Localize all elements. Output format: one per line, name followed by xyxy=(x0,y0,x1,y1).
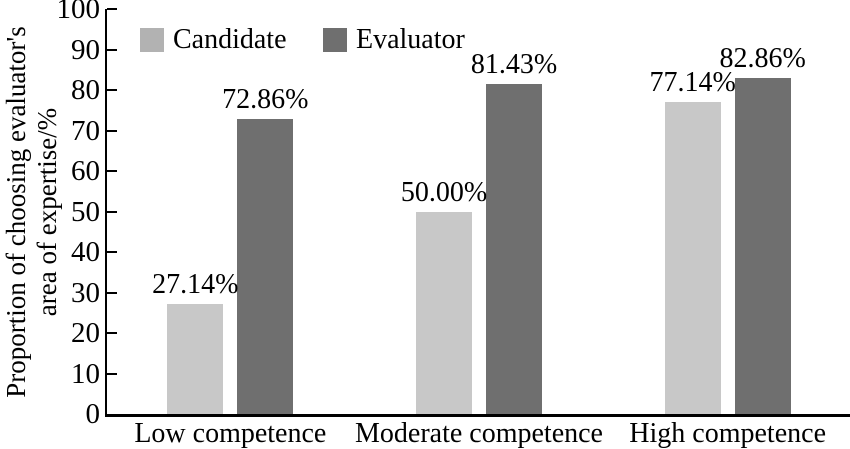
legend-item-evaluator: Evaluator xyxy=(323,24,465,55)
evaluator-legend-label: Evaluator xyxy=(356,24,465,55)
value-label-evaluator-low-competence: 72.86% xyxy=(222,83,309,115)
bar-evaluator-moderate-competence xyxy=(486,84,542,414)
legend-item-candidate: Candidate xyxy=(140,24,287,55)
y-axis-line xyxy=(105,9,107,417)
y-tick-mark xyxy=(107,332,117,334)
y-tick-label: 30 xyxy=(71,276,100,309)
y-tick-mark xyxy=(107,48,117,51)
y-tick-mark xyxy=(107,291,117,294)
x-axis-line xyxy=(105,414,850,417)
y-tick-label: 70 xyxy=(71,114,100,147)
y-tick-label: 50 xyxy=(71,195,100,228)
y-tick-label: 90 xyxy=(71,33,100,66)
y-tick-label: 80 xyxy=(71,74,100,106)
value-label-evaluator-high-competence: 82.86% xyxy=(719,43,806,75)
y-tick-mark xyxy=(107,251,117,253)
y-tick-mark xyxy=(107,210,117,213)
y-tick-mark xyxy=(107,372,117,375)
candidate-legend-label: Candidate xyxy=(173,24,287,55)
y-tick-label: 60 xyxy=(71,155,100,187)
value-label-candidate-high-competence: 77.14% xyxy=(649,66,736,98)
evaluator-legend-swatch-icon xyxy=(323,28,347,52)
y-tick-mark xyxy=(107,129,117,132)
bar-evaluator-low-competence xyxy=(237,118,294,414)
y-tick-label: 100 xyxy=(56,0,101,25)
y-tick-label: 10 xyxy=(71,357,100,390)
y-tick-mark xyxy=(107,170,117,172)
value-label-evaluator-moderate-competence: 81.43% xyxy=(470,49,558,81)
y-tick-mark xyxy=(107,8,117,10)
y-tick-label: 40 xyxy=(71,236,100,268)
bar-candidate-low-competence xyxy=(167,304,224,414)
y-tick-label: 0 xyxy=(85,398,101,430)
bar-candidate-high-competence xyxy=(664,101,721,414)
bar-candidate-moderate-competence xyxy=(416,211,472,414)
value-label-candidate-low-competence: 27.14% xyxy=(152,269,239,301)
x-category-label-high-competence: High competence xyxy=(629,418,826,449)
candidate-legend-swatch-icon xyxy=(140,28,164,52)
y-tick-label: 20 xyxy=(71,317,100,349)
y-tick-mark xyxy=(107,89,117,91)
bar-evaluator-high-competence xyxy=(734,78,791,414)
x-category-label-moderate-competence: Moderate competence xyxy=(355,418,603,449)
value-label-candidate-moderate-competence: 50.00% xyxy=(400,176,488,208)
x-category-label-low-competence: Low competence xyxy=(134,418,327,449)
